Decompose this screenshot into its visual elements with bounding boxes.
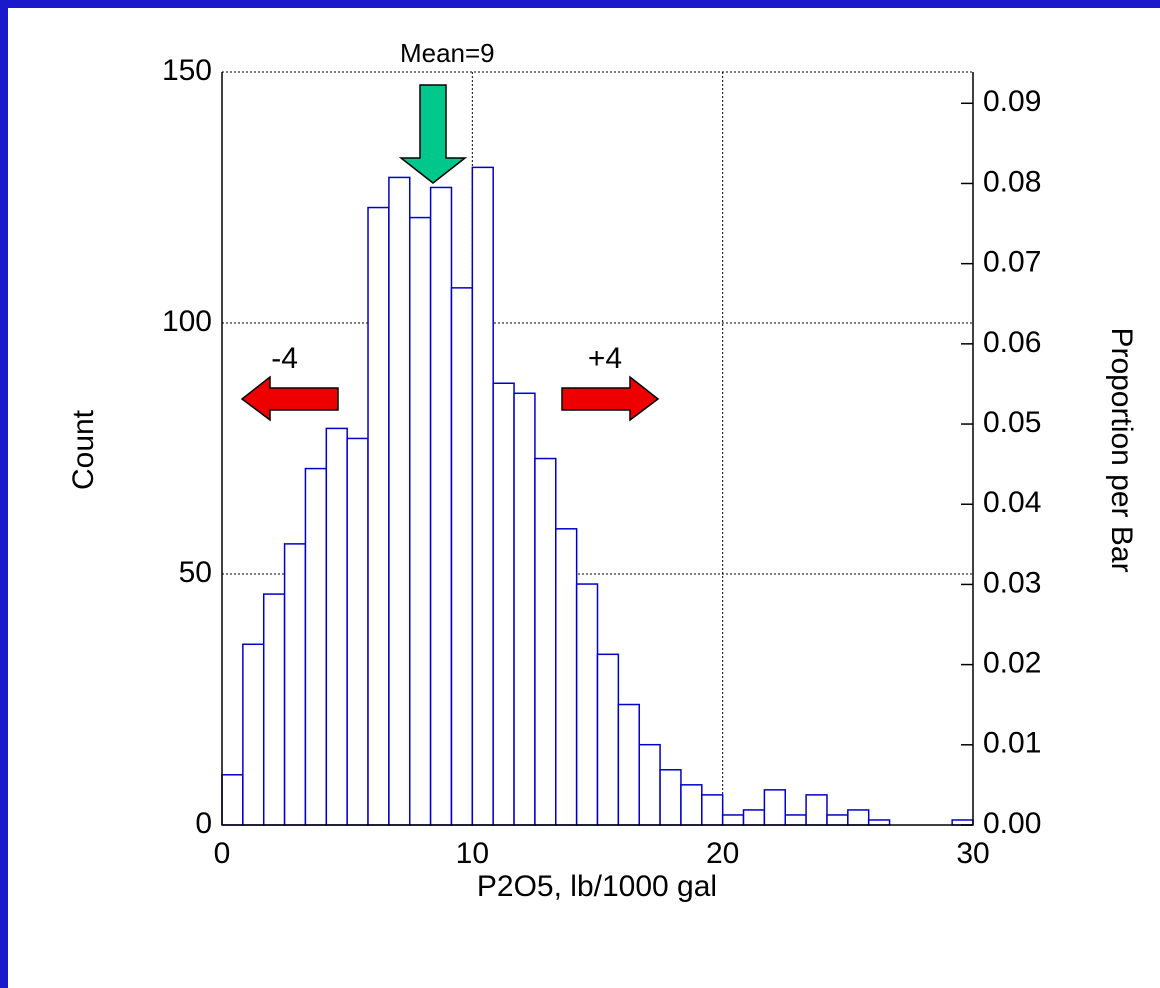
y2-tick-label: 0.00 bbox=[983, 807, 1041, 840]
x-tick-label: 0 bbox=[214, 837, 231, 870]
y2-tick-label: 0.07 bbox=[983, 246, 1041, 279]
bar bbox=[367, 206, 390, 826]
bar bbox=[575, 583, 599, 826]
bar bbox=[242, 643, 265, 826]
bar bbox=[262, 593, 286, 826]
bar bbox=[638, 743, 661, 826]
bar bbox=[596, 653, 620, 826]
y-tick-label: 50 bbox=[179, 556, 212, 589]
bar bbox=[867, 819, 891, 826]
bar bbox=[659, 769, 682, 826]
annotation: -4 bbox=[271, 342, 298, 375]
bar bbox=[492, 382, 515, 826]
bar bbox=[805, 794, 828, 826]
bar bbox=[346, 437, 369, 826]
bar bbox=[680, 784, 703, 826]
annotation: Mean=9 bbox=[400, 38, 495, 68]
bar bbox=[471, 166, 494, 826]
bar bbox=[429, 186, 453, 826]
bar bbox=[304, 467, 328, 826]
bar bbox=[721, 814, 745, 826]
y-tick-label: 100 bbox=[162, 305, 212, 338]
y-tick-label: 0 bbox=[195, 807, 212, 840]
y2-tick-label: 0.05 bbox=[983, 406, 1041, 439]
y2-tick-label: 0.04 bbox=[983, 486, 1041, 519]
y2-tick-label: 0.06 bbox=[983, 326, 1041, 359]
y2-axis-label: Proportion per Bar bbox=[1105, 327, 1138, 572]
mean-arrow bbox=[398, 84, 468, 184]
bar bbox=[513, 392, 536, 826]
x-tick-label: 10 bbox=[456, 837, 489, 870]
left-arrow bbox=[240, 375, 339, 422]
bar bbox=[555, 528, 578, 826]
bar bbox=[325, 427, 348, 826]
y2-tick-label: 0.02 bbox=[983, 647, 1041, 680]
y2-tick-label: 0.03 bbox=[983, 566, 1041, 599]
bar bbox=[951, 819, 974, 826]
y2-tick-label: 0.08 bbox=[983, 165, 1041, 198]
y-axis-label: Count bbox=[67, 409, 100, 490]
bar bbox=[388, 176, 411, 826]
bar bbox=[617, 703, 640, 826]
bar bbox=[221, 774, 244, 826]
bar bbox=[742, 809, 766, 826]
bar bbox=[763, 789, 786, 826]
y2-tick-label: 0.09 bbox=[983, 85, 1041, 118]
annotation: +4 bbox=[588, 342, 622, 375]
bar bbox=[847, 809, 870, 826]
bar bbox=[409, 216, 432, 826]
right-arrow bbox=[561, 375, 660, 422]
bar bbox=[826, 814, 849, 826]
bar bbox=[534, 457, 557, 826]
bar bbox=[784, 814, 807, 826]
x-tick-label: 20 bbox=[706, 837, 739, 870]
x-tick-label: 30 bbox=[956, 837, 989, 870]
x-axis-label: P2O5, lb/1000 gal bbox=[477, 870, 717, 903]
y2-tick-label: 0.01 bbox=[983, 727, 1041, 760]
y-tick-label: 150 bbox=[162, 54, 212, 87]
bar bbox=[701, 794, 724, 826]
bar bbox=[283, 543, 307, 826]
bar bbox=[450, 287, 474, 826]
